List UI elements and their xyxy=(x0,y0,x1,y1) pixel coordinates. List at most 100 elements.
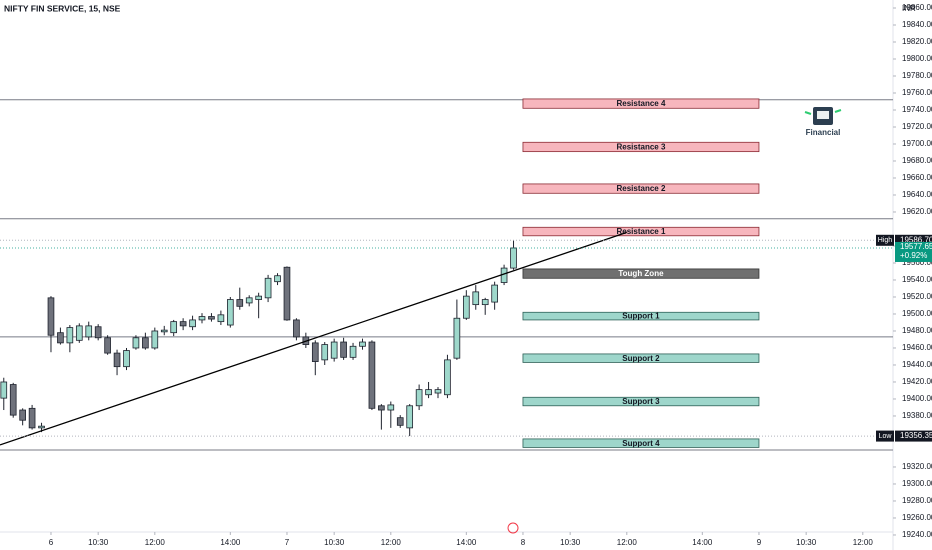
x-tick-label: 12:00 xyxy=(381,538,402,547)
candle-body xyxy=(349,345,357,358)
candle-body xyxy=(227,299,234,326)
last-change: +0.92% xyxy=(900,251,927,260)
y-tick-label: 19540.00 xyxy=(902,275,932,284)
candle-body xyxy=(396,417,404,426)
zone xyxy=(522,438,760,448)
zone xyxy=(522,98,760,109)
zone-label: Support 2 xyxy=(622,354,660,363)
candle-body xyxy=(75,325,83,341)
zone-label: Resistance 4 xyxy=(616,99,665,108)
y-tick-label: 19440.00 xyxy=(902,360,932,369)
y-tick-label: 19720.00 xyxy=(902,122,932,131)
x-tick-label: 7 xyxy=(285,538,290,547)
x-tick-label: 10:30 xyxy=(88,538,109,547)
candle-body xyxy=(472,291,480,306)
y-tick-label: 19760.00 xyxy=(902,88,932,97)
x-tick-label: 9 xyxy=(757,538,762,547)
candle-body xyxy=(491,284,498,303)
replay-icon[interactable] xyxy=(507,522,519,534)
y-tick-label: 19560.00 xyxy=(902,258,932,267)
candle-body xyxy=(198,316,206,321)
candle-body xyxy=(38,425,45,429)
marker-label: 19586.70 xyxy=(900,235,932,244)
trendline xyxy=(0,231,628,446)
zone xyxy=(522,353,760,363)
candle-body xyxy=(311,342,319,362)
x-tick-label: 10:30 xyxy=(796,538,817,547)
logo-icon xyxy=(804,107,842,125)
x-tick-label: 14:00 xyxy=(692,538,713,547)
marker-label: 19356.35 xyxy=(900,431,932,440)
candle-body xyxy=(47,297,55,336)
candle-body xyxy=(28,407,36,429)
candle-body xyxy=(132,337,140,349)
zone xyxy=(522,268,760,279)
zone-label: Tough Zone xyxy=(618,269,664,278)
y-tick-label: 19320.00 xyxy=(902,462,932,471)
y-tick-label: 19240.00 xyxy=(902,530,932,539)
zone-label: Support 4 xyxy=(622,439,660,448)
marker-name: Low xyxy=(879,433,893,440)
chart-title: NIFTY FIN SERVICE, 15, NSE xyxy=(4,3,121,13)
y-tick-label: 19260.00 xyxy=(902,513,932,522)
candle-body xyxy=(123,350,130,368)
candle-body xyxy=(104,337,111,354)
candle-body xyxy=(113,352,121,368)
y-tick-label: 19460.00 xyxy=(902,343,932,352)
candle-body xyxy=(264,277,272,299)
y-tick-label: 19500.00 xyxy=(902,309,932,318)
candle-body xyxy=(510,247,517,269)
candle-body xyxy=(19,409,26,421)
candle-body xyxy=(0,381,8,399)
marker-box xyxy=(895,234,932,246)
y-tick-label: 19780.00 xyxy=(902,71,932,80)
candle-body xyxy=(340,341,347,358)
x-tick-label: 12:00 xyxy=(145,538,166,547)
zone-label: Resistance 3 xyxy=(616,143,665,152)
x-tick-label: 8 xyxy=(521,538,526,547)
y-tick-label: 19820.00 xyxy=(902,37,932,46)
candle-body xyxy=(387,404,395,411)
zone xyxy=(522,141,760,153)
zone-label: Support 1 xyxy=(622,312,660,321)
last-price-box xyxy=(895,241,932,262)
y-tick-label: 19400.00 xyxy=(902,394,932,403)
candle-body xyxy=(236,299,244,307)
y-tick-label: 19660.00 xyxy=(902,173,932,182)
candle-body xyxy=(151,330,159,349)
candle-body xyxy=(94,326,102,339)
candle-body xyxy=(217,314,225,323)
y-tick-label: 19300.00 xyxy=(902,479,932,488)
marker-name-box xyxy=(876,430,894,442)
plot-area: Resistance 4 Resistance 3 Resistance 2 Resi… xyxy=(0,98,893,451)
candle-body xyxy=(142,337,149,349)
zone xyxy=(522,311,760,321)
candle-body xyxy=(189,319,196,328)
y-tick-label: 19860.00 xyxy=(902,3,932,12)
candle-body xyxy=(444,359,451,396)
y-tick-label: 19420.00 xyxy=(902,377,932,386)
y-tick-label: 19640.00 xyxy=(902,190,932,199)
candle-body xyxy=(378,405,385,411)
candle-body xyxy=(462,295,470,319)
y-tick-label: 19480.00 xyxy=(902,326,932,335)
candle-body xyxy=(57,332,64,344)
y-tick-label: 19740.00 xyxy=(902,105,932,114)
zone xyxy=(522,226,760,237)
candle-body xyxy=(283,266,291,321)
y-tick-label: 19700.00 xyxy=(902,139,932,148)
candle-body xyxy=(179,321,187,327)
y-tick-label: 19840.00 xyxy=(902,20,932,29)
y-tick-label: 19280.00 xyxy=(902,496,932,505)
candle-body xyxy=(160,329,168,333)
candle-body xyxy=(293,319,300,338)
candle-body xyxy=(255,295,262,300)
zone-label: Support 3 xyxy=(622,397,660,406)
candle-body xyxy=(481,299,489,306)
x-tick-label: 12:00 xyxy=(853,538,874,547)
candle-body xyxy=(274,275,281,283)
logo-text: Financial xyxy=(806,128,841,137)
y-tick-label: 19620.00 xyxy=(902,207,932,216)
